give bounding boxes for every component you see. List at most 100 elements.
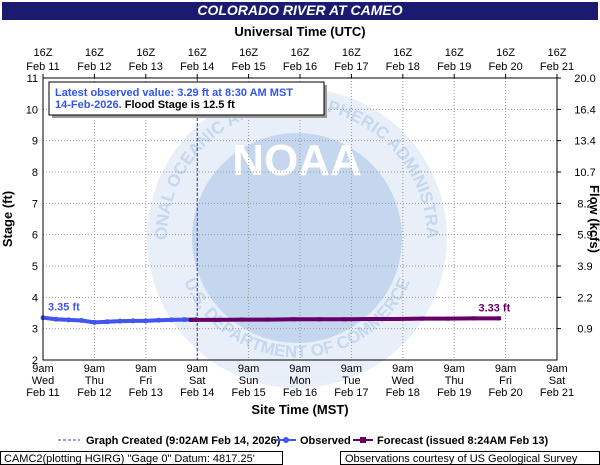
x-tick-label: 9am	[392, 363, 413, 375]
x-tick-label: 9am	[84, 363, 105, 375]
point	[91, 319, 97, 325]
y2-tick-label: 20.0	[574, 73, 595, 85]
y-tick-label: 6	[32, 230, 38, 242]
y2-tick-label: 16.4	[574, 104, 595, 116]
point	[291, 317, 296, 322]
x-tick-label: Feb 13	[129, 387, 163, 399]
x2-axis-title: Universal Time (UTC)	[234, 24, 365, 39]
legend-forecast-dot	[360, 437, 366, 443]
x-tick-label: Fri	[139, 375, 152, 387]
point	[420, 316, 425, 321]
y2-axis-title: Flow (kcfs)	[587, 185, 600, 253]
chart-title: COLORADO RIVER AT CAMEO	[197, 2, 402, 18]
point	[66, 317, 72, 323]
x2-tick-label: 16Z	[342, 47, 361, 59]
plot: 3.35 ft 3.33 ft	[40, 78, 511, 360]
watermark-disc	[147, 88, 447, 388]
x-tick-label: Feb 14	[180, 387, 214, 399]
x-tick-label: Feb 19	[437, 387, 471, 399]
x-tick-label: Feb 17	[334, 387, 368, 399]
point	[169, 317, 174, 323]
legend: Graph Created (9:02AM Feb 14, 2026) Obse…	[58, 435, 549, 447]
x-tick-label: Thu	[85, 375, 104, 387]
point	[53, 316, 59, 322]
y2-tick-label: 10.7	[574, 167, 595, 179]
y-axis-title: Stage (ft)	[0, 191, 15, 247]
x-tick-label: 9am	[341, 363, 362, 375]
x-tick-label: Feb 21	[540, 387, 574, 399]
watermark: NOAA NATIONAL OCEANIC AND ATMOSPHERIC AD…	[0, 0, 447, 388]
x2-tick-label: 16Z	[445, 47, 464, 59]
x2-tick-label: Feb 19	[437, 61, 471, 73]
point	[265, 317, 270, 322]
x-tick-label: 9am	[289, 363, 310, 375]
x2-tick-label: 16Z	[34, 47, 53, 59]
point	[117, 318, 123, 324]
x-tick-label: Feb 18	[386, 387, 420, 399]
x-tick-label: Wed	[392, 375, 414, 387]
y-tick-label: 4	[32, 292, 38, 304]
x2-tick-label: 16Z	[188, 47, 207, 59]
x2-tick-label: Feb 13	[129, 61, 163, 73]
point	[79, 318, 85, 324]
point	[368, 316, 373, 321]
x2-tick-label: Feb 17	[334, 61, 368, 73]
x-tick-label: Sun	[239, 375, 259, 387]
x-tick-label: Feb 12	[77, 387, 111, 399]
info-box: Latest observed value: 3.29 ft at 8:30 A…	[48, 81, 327, 118]
x2-tick-label: Feb 21	[540, 61, 574, 73]
x2-tick-label: Feb 14	[180, 61, 214, 73]
point	[214, 317, 219, 322]
footer-left: CAMC2(plotting HGIRG) "Gage 0" Datum: 48…	[4, 453, 255, 465]
y-tick-label: 7	[32, 198, 38, 210]
y2-tick-label: 3.9	[577, 261, 592, 273]
x-tick-label: Sat	[549, 375, 566, 387]
x2-tick-label: 16Z	[136, 47, 155, 59]
info-frame	[48, 81, 325, 116]
y-tick-label: 11	[27, 73, 38, 85]
x-tick-label: Feb 15	[231, 387, 265, 399]
x-tick-label: 9am	[495, 363, 516, 375]
y-tick-label: 8	[32, 167, 38, 179]
x2-tick-label: Feb 12	[77, 61, 111, 73]
x-tick-label: Sat	[189, 375, 206, 387]
info-flood: Flood Stage is 12.5 ft	[125, 99, 235, 111]
x-tick-label: 9am	[238, 363, 259, 375]
x-tick-label: Thu	[445, 375, 464, 387]
info-line: Latest observed value: 3.29 ft at 8:30 A…	[55, 87, 293, 99]
x2-tick-label: 16Z	[291, 47, 310, 59]
x-tick-label: Feb 16	[283, 387, 317, 399]
y2-tick-label: 2.2	[577, 292, 592, 304]
point	[130, 318, 136, 324]
point	[471, 316, 476, 321]
point	[497, 316, 502, 321]
y-tick-label: 5	[32, 261, 38, 273]
x-tick-label: 9am	[443, 363, 464, 375]
y-tick-label: 2	[32, 355, 38, 367]
point	[181, 317, 187, 323]
x-tick-label: Fri	[499, 375, 512, 387]
value-label: 3.33 ft	[478, 302, 510, 314]
legend-created: Graph Created (9:02AM Feb 14, 2026)	[86, 435, 281, 447]
value-label: 3.35 ft	[48, 302, 80, 314]
x-tick-label: Tue	[342, 375, 361, 387]
y-tick-label: 10	[26, 104, 38, 116]
footer-right: Observations courtesy of US Geological S…	[345, 453, 578, 465]
point	[104, 319, 110, 325]
x2-tick-label: Feb 20	[488, 61, 522, 73]
x-tick-label: Feb 20	[488, 387, 522, 399]
point	[317, 317, 322, 322]
x2-tick-label: Feb 18	[386, 61, 420, 73]
x-tick-label: Feb 11	[26, 387, 59, 399]
x2-tick-label: 16Z	[496, 47, 515, 59]
x-tick-label: 9am	[546, 363, 567, 375]
watermark-inner	[192, 133, 402, 343]
legend-forecast: Forecast (issued 8:24AM Feb 13)	[377, 435, 549, 447]
x2-tick-label: Feb 16	[283, 61, 317, 73]
x-tick-label: 9am	[32, 363, 53, 375]
x2-tick-label: 16Z	[548, 47, 567, 59]
y2-tick-label: 13.4	[574, 136, 595, 148]
x2-tick-label: 16Z	[85, 47, 104, 59]
x-axis-title: Site Time (MST)	[251, 402, 348, 417]
